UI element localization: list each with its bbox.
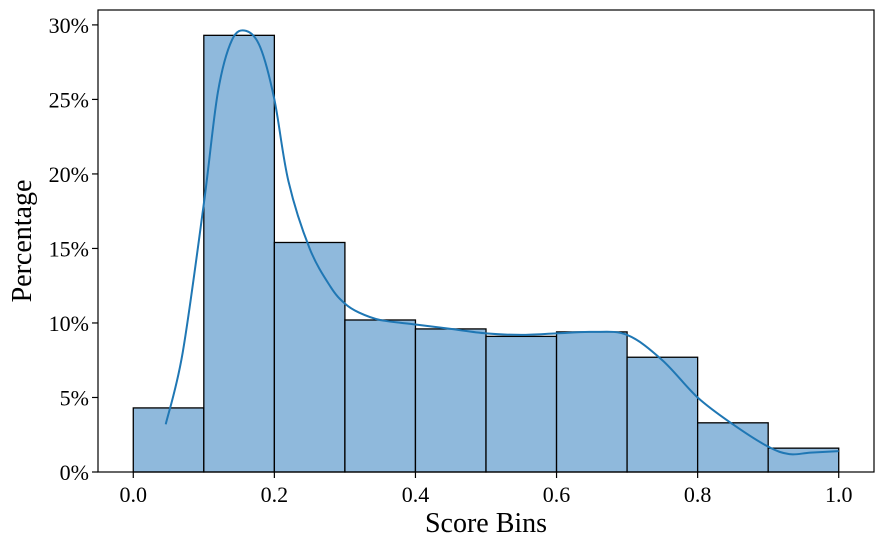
- kde-curve: [164, 29, 839, 456]
- plot-frame: [97, 9, 875, 473]
- x-axis-label: Score Bins: [425, 508, 547, 539]
- y-axis-label: Percentage: [7, 180, 38, 303]
- histogram-bar: [414, 328, 487, 473]
- x-tick-label: 0.2: [261, 482, 289, 507]
- y-tick-label: 20%: [49, 162, 89, 187]
- histogram-bar: [696, 422, 769, 473]
- histogram-bar: [555, 331, 628, 473]
- histogram-bar: [203, 34, 276, 473]
- x-tick-label: 1.0: [825, 482, 853, 507]
- histogram-bar: [485, 335, 558, 473]
- y-tick-label: 5%: [60, 385, 89, 410]
- bars-layer: [132, 34, 840, 473]
- x-tick-label: 0.6: [543, 482, 571, 507]
- x-tick-label: 0.4: [402, 482, 430, 507]
- x-axis-ticks: 0.0 0.2 0.4 0.6 0.8 1.0: [120, 472, 853, 507]
- y-axis-ticks: 0% 5% 10% 15% 20% 25% 30%: [49, 13, 98, 485]
- y-tick-label: 25%: [49, 87, 89, 112]
- histogram-bar: [132, 407, 205, 473]
- x-tick-label: 0.8: [684, 482, 712, 507]
- x-tick-label: 0.0: [120, 482, 148, 507]
- y-tick-label: 0%: [60, 460, 89, 485]
- y-tick-label: 30%: [49, 13, 89, 38]
- histogram-bar: [273, 241, 346, 473]
- kde-layer: [164, 29, 839, 456]
- histogram-bar: [626, 356, 699, 473]
- y-tick-label: 10%: [49, 311, 89, 336]
- y-tick-label: 15%: [49, 236, 89, 261]
- histogram-bar: [344, 319, 417, 473]
